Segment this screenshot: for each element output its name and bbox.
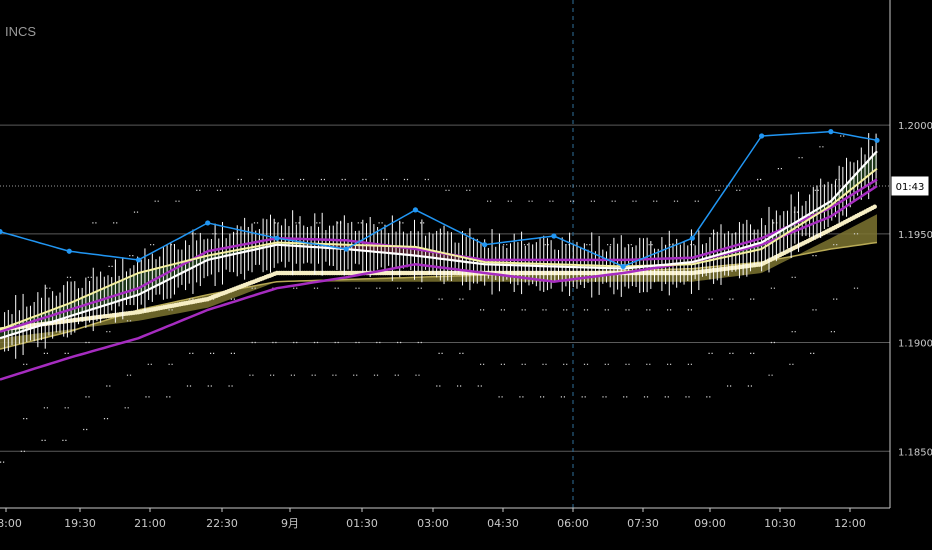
x-tick-label: 19:30 bbox=[64, 517, 96, 530]
x-tick-label: 21:00 bbox=[134, 517, 166, 530]
dotted-support-outer bbox=[0, 331, 837, 463]
dotted-resistance-upper bbox=[92, 135, 847, 224]
x-tick-label: 04:30 bbox=[487, 517, 519, 530]
x-tick-label: 09:00 bbox=[694, 517, 726, 530]
cloud-layer bbox=[0, 214, 878, 350]
price-point bbox=[551, 233, 557, 239]
kijun-line bbox=[0, 167, 878, 331]
price-point bbox=[66, 248, 72, 254]
price-tag-box bbox=[890, 175, 930, 197]
y-tick-label: 1.1950 bbox=[898, 230, 932, 241]
x-tick-label: 03:00 bbox=[417, 517, 449, 530]
cloud-fill bbox=[0, 214, 877, 350]
x-tick-label: 06:00 bbox=[557, 517, 589, 530]
x-tick-label: 18:00 bbox=[0, 517, 22, 530]
price-point bbox=[343, 246, 349, 252]
x-tick-label: 10:30 bbox=[764, 517, 796, 530]
price-point bbox=[689, 235, 695, 241]
price-point bbox=[0, 229, 3, 235]
y-tick-label: 1.2000 bbox=[898, 121, 932, 132]
x-tick-label: 22:30 bbox=[206, 517, 238, 530]
price-point bbox=[412, 207, 419, 213]
envelope-lower-line bbox=[0, 184, 878, 381]
line-layer bbox=[0, 150, 878, 381]
price-point bbox=[274, 235, 280, 241]
y-tick-label: 1.1850 bbox=[898, 447, 932, 458]
price-line bbox=[0, 130, 878, 268]
price-point bbox=[828, 129, 834, 135]
y-tick-label: 1.1900 bbox=[898, 339, 932, 350]
x-tick-label: 12:00 bbox=[834, 517, 866, 530]
x-tick-label: 07:30 bbox=[627, 517, 659, 530]
price-point bbox=[135, 257, 142, 263]
price-tag-label: 01:43 bbox=[896, 182, 925, 193]
price-line-layer bbox=[0, 129, 880, 270]
cloud-span-a bbox=[0, 241, 878, 350]
x-tick-label: 01:30 bbox=[346, 517, 378, 530]
dotted-support-lower bbox=[23, 287, 860, 420]
price-point bbox=[620, 263, 626, 270]
price-point bbox=[482, 242, 488, 248]
symbol-title: INCS bbox=[5, 24, 36, 39]
axis-layer: 1.1850 1.1900 1.1950 1.2000 18:00 19:30 21:00 2… bbox=[0, 0, 932, 530]
x-tick-label: 9月 bbox=[281, 517, 299, 530]
price-point bbox=[874, 137, 880, 143]
tenkan-line bbox=[0, 150, 878, 340]
price-point bbox=[759, 133, 765, 139]
price-point bbox=[205, 220, 211, 226]
